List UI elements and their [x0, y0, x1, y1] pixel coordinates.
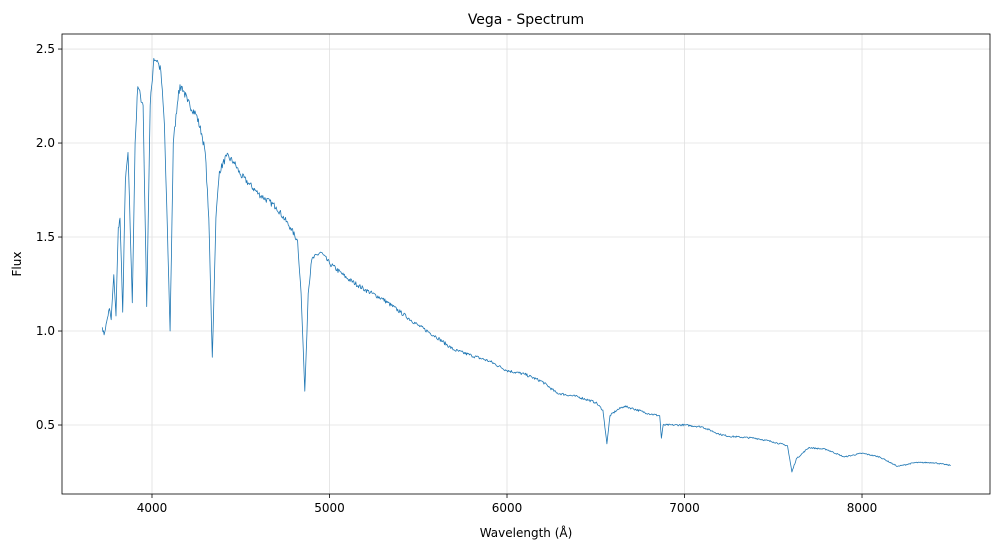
y-tick-label: 1.5 [36, 230, 55, 244]
plot-frame [61, 33, 991, 495]
x-axis-label: Wavelength (Å) [480, 525, 573, 540]
series [101, 58, 951, 473]
grid [62, 34, 990, 494]
x-tick-label: 8000 [847, 501, 878, 515]
y-tick-label: 2.0 [36, 136, 55, 150]
x-tick-label: 6000 [492, 501, 523, 515]
x-tick-label: 7000 [669, 501, 700, 515]
x-tick-label: 5000 [314, 501, 345, 515]
y-tick-label: 2.5 [36, 42, 55, 56]
y-axis-label: Flux [10, 252, 24, 277]
x-tick-label: 4000 [137, 501, 168, 515]
spectrum-line [101, 58, 951, 473]
y-tick-label: 1.0 [36, 324, 55, 338]
y-tick-label: 0.5 [36, 418, 55, 432]
ticks: 4000 5000 6000 7000 8000 0.5 1.0 1.5 2.0 2.5 [36, 42, 877, 515]
chart-title: Vega - Spectrum [468, 12, 584, 28]
